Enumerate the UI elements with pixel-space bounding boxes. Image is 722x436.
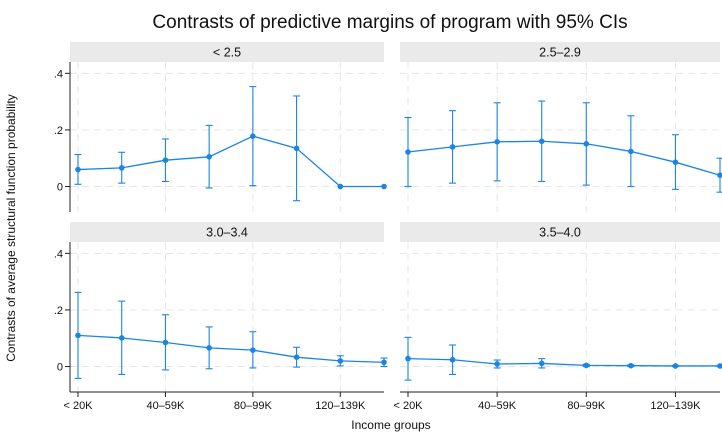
x-tick-label: 120–139K <box>315 400 366 412</box>
data-point <box>75 332 81 339</box>
data-point <box>162 339 169 346</box>
y-tick-label: .4 <box>54 68 63 80</box>
series-line <box>77 334 385 363</box>
y-axis-title: Contrasts of average structural function… <box>4 94 18 361</box>
data-point <box>250 347 256 353</box>
panel-strip-label: 3.5–4.0 <box>539 226 581 240</box>
series-line <box>407 357 720 367</box>
x-tick-label: 40–59K <box>146 400 185 412</box>
x-tick-label: 40–59K <box>478 400 517 412</box>
x-tick-label: < 20K <box>63 400 93 412</box>
y-tick-label: 0 <box>57 362 63 374</box>
data-point <box>405 149 411 155</box>
series-line <box>407 140 721 176</box>
y-tick-label: .2 <box>54 125 63 137</box>
panel-strip-label: < 2.5 <box>213 46 241 60</box>
data-point <box>405 355 411 362</box>
panel-strip-label: 3.0–3.4 <box>206 226 248 240</box>
data-point <box>337 183 344 190</box>
data-point <box>118 165 125 171</box>
data-point <box>583 362 590 369</box>
panel-4: 3.5–4.0 < 20K 40–59K 80–99K 120–139K <box>393 222 722 412</box>
x-tick-label: < 20K <box>393 400 423 412</box>
data-point <box>337 358 344 364</box>
x-tick-label: 80–99K <box>234 400 273 412</box>
data-point <box>538 360 545 367</box>
data-point <box>250 133 256 139</box>
data-point <box>75 166 81 173</box>
data-point <box>628 148 634 155</box>
x-tick-label: 80–99K <box>567 400 606 412</box>
x-axis-title: Income groups <box>351 418 430 432</box>
data-point <box>206 345 212 351</box>
y-tick-label: .2 <box>54 305 63 317</box>
chart-title: Contrasts of predictive margins of progr… <box>152 12 627 33</box>
panel-1: < 2.5 0 .2 .4 <box>54 42 387 212</box>
data-point <box>381 359 387 366</box>
panel-strip <box>400 42 720 62</box>
panel-2: 2.5–2.9 <box>400 42 722 212</box>
series-line <box>77 135 384 188</box>
data-point <box>293 354 300 360</box>
y-tick-label: .4 <box>54 248 63 260</box>
y-tick-label: 0 <box>57 182 63 194</box>
panel-strip-label: 2.5–2.9 <box>539 46 581 60</box>
panel-3: 3.0–3.4 0 .2 .4 < 20K 40–59K 80–99K 120–139K <box>54 222 388 412</box>
data-point <box>293 145 300 152</box>
data-point <box>628 362 634 369</box>
data-point <box>538 138 545 145</box>
data-point <box>717 172 722 179</box>
data-point <box>583 140 590 147</box>
data-point <box>494 139 500 145</box>
data-point <box>449 356 456 363</box>
data-point <box>717 363 722 369</box>
data-point <box>162 157 169 164</box>
data-point <box>672 363 679 369</box>
panel-strip <box>400 222 720 242</box>
data-point <box>206 154 212 160</box>
panel-strip <box>70 42 384 62</box>
data-point <box>449 144 456 150</box>
data-point <box>118 335 125 341</box>
panel-strip <box>70 222 384 242</box>
data-point <box>672 159 679 165</box>
data-point <box>381 183 387 190</box>
data-point <box>494 361 500 367</box>
panels: < 2.5 0 .2 .4 2.5–2.9 3.0–3.4 0 .2 .4 < 20K 40–59K… <box>54 42 722 412</box>
x-tick-label: 120–139K <box>650 400 701 412</box>
